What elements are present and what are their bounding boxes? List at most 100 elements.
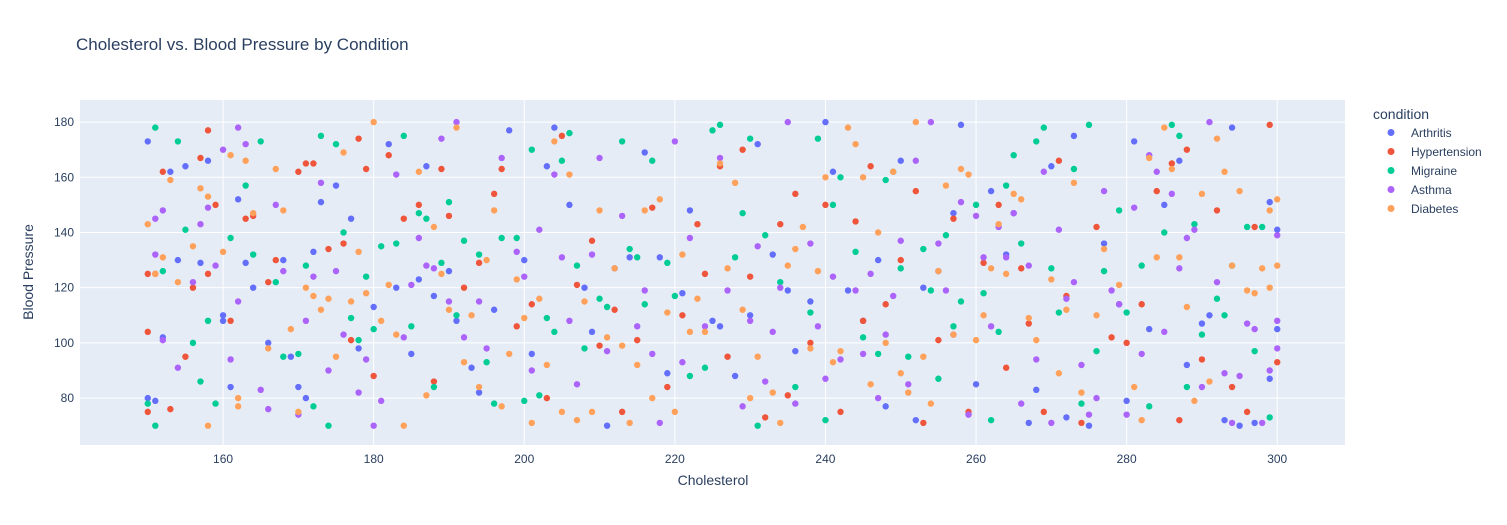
data-point	[295, 168, 302, 175]
legend[interactable]: condition ArthritisHypertensionMigraineA…	[1373, 106, 1482, 216]
data-point	[1002, 254, 1010, 261]
data-point	[1161, 328, 1168, 336]
data-point	[1176, 157, 1183, 164]
data-point	[882, 301, 889, 308]
data-point	[1251, 419, 1258, 427]
legend-label: Arthritis	[1411, 126, 1452, 140]
data-point	[1183, 234, 1191, 242]
data-point	[935, 336, 942, 344]
data-point	[528, 419, 535, 427]
legend-items[interactable]: Arthritis Hypertension Migraine Asthma Diabe…	[1387, 126, 1482, 216]
legend-item-migraine[interactable]: Migraine	[1387, 164, 1458, 178]
data-point	[415, 276, 423, 283]
data-point	[792, 245, 799, 253]
data-point	[1146, 403, 1153, 410]
data-point	[204, 422, 212, 429]
data-point	[769, 389, 776, 396]
data-point	[1040, 408, 1048, 416]
data-point	[618, 212, 626, 220]
data-point	[641, 287, 648, 294]
data-point	[1191, 221, 1198, 228]
data-point	[347, 215, 355, 222]
data-point	[829, 273, 837, 280]
data-point	[618, 138, 626, 145]
legend-item-arthritis[interactable]: Arthritis	[1387, 126, 1452, 140]
data-point	[513, 248, 520, 255]
data-point	[1018, 240, 1025, 247]
data-point	[1063, 306, 1070, 313]
data-point	[1138, 262, 1145, 269]
data-point	[852, 287, 859, 294]
data-point	[957, 298, 965, 305]
data-point	[1213, 278, 1221, 286]
data-point	[679, 359, 686, 366]
data-point	[1070, 132, 1078, 140]
data-point	[1251, 325, 1258, 333]
data-point	[980, 290, 987, 297]
data-point	[310, 273, 317, 280]
data-point	[355, 389, 362, 396]
data-point	[1115, 207, 1123, 214]
legend-title: condition	[1373, 106, 1429, 122]
data-point	[1002, 182, 1010, 189]
data-point	[249, 209, 257, 217]
data-point	[558, 157, 566, 164]
data-point	[1191, 226, 1198, 233]
data-point	[1093, 223, 1100, 231]
data-point	[837, 408, 844, 416]
data-points	[144, 118, 1281, 429]
data-point	[460, 237, 468, 244]
legend-item-asthma[interactable]: Asthma	[1387, 183, 1453, 197]
data-point	[167, 168, 174, 175]
data-point	[641, 207, 648, 214]
data-point	[784, 262, 791, 269]
data-point	[784, 287, 791, 294]
data-point	[159, 207, 167, 214]
data-point	[310, 248, 317, 255]
data-point	[1266, 207, 1273, 214]
data-point	[468, 364, 475, 371]
data-point	[310, 403, 317, 410]
data-point	[543, 163, 551, 170]
data-point	[852, 218, 859, 225]
data-point	[460, 284, 468, 291]
data-point	[272, 165, 279, 173]
data-point	[498, 165, 505, 173]
data-point	[234, 298, 242, 305]
data-point	[573, 281, 581, 289]
data-point	[1183, 146, 1191, 153]
data-point	[1002, 270, 1010, 278]
legend-marker	[1387, 129, 1395, 136]
data-point	[1251, 290, 1258, 297]
data-point	[528, 146, 535, 153]
data-point	[987, 416, 995, 424]
data-point	[280, 256, 287, 264]
data-point	[588, 237, 596, 244]
data-point	[219, 312, 227, 319]
data-point	[1168, 190, 1176, 198]
data-point	[807, 309, 814, 316]
data-point	[423, 215, 430, 222]
data-point	[159, 267, 167, 275]
data-point	[543, 394, 551, 402]
data-point	[995, 221, 1002, 228]
data-point	[159, 254, 167, 261]
data-point	[679, 290, 686, 297]
data-point	[596, 295, 603, 302]
data-point	[746, 394, 754, 402]
data-point	[325, 367, 332, 374]
data-point	[987, 323, 995, 330]
data-point	[234, 124, 242, 131]
legend-item-hypertension[interactable]: Hypertension	[1387, 145, 1482, 159]
data-point	[671, 292, 679, 300]
data-point	[671, 138, 679, 145]
data-point	[686, 207, 694, 214]
data-point	[1040, 124, 1048, 131]
data-point	[287, 325, 295, 333]
data-point	[152, 270, 159, 278]
legend-item-diabetes[interactable]: Diabetes	[1387, 202, 1459, 216]
data-point	[460, 359, 468, 366]
data-point	[837, 356, 844, 363]
data-point	[618, 342, 626, 349]
data-point	[995, 328, 1002, 336]
